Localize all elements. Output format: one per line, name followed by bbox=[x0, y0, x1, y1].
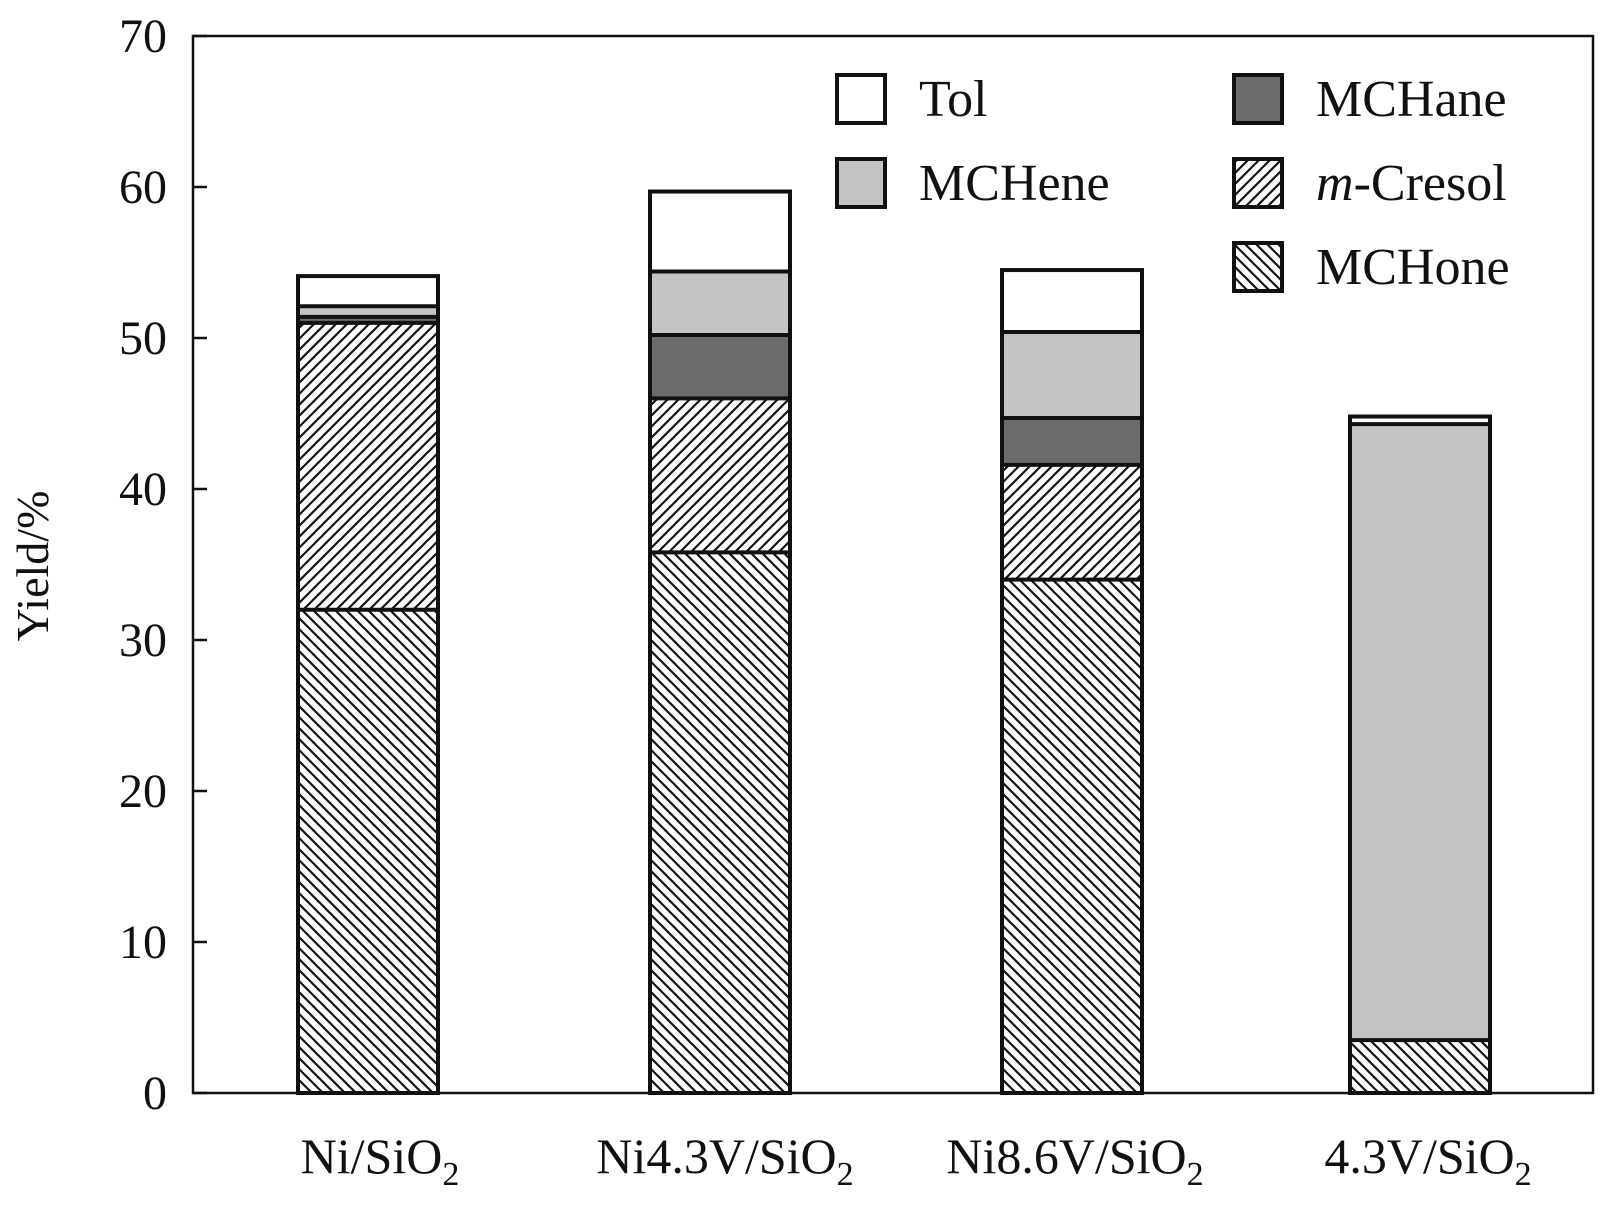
plot-area-frame bbox=[191, 34, 1595, 1095]
legend: Tol MCHane MCHene m-Cresol MCHone bbox=[835, 71, 1510, 296]
bars-layer bbox=[296, 189, 1492, 1095]
x-tick-label: Ni4.3V/SiO2 bbox=[596, 1128, 853, 1193]
y-tick-label: 60 bbox=[119, 161, 167, 214]
bar-segment-mchene bbox=[1002, 331, 1142, 419]
bar-stack bbox=[296, 274, 440, 1095]
bar-segment-tol bbox=[650, 191, 790, 272]
bar-outline bbox=[1000, 268, 1144, 1095]
y-tick-label: 0 bbox=[143, 1067, 167, 1120]
bar-segment-mchene bbox=[298, 306, 438, 317]
bar-stack bbox=[1000, 268, 1144, 1095]
legend-swatch bbox=[835, 157, 887, 209]
bar-segment-mchane bbox=[1002, 418, 1142, 465]
legend-item: MCHene bbox=[835, 155, 1110, 212]
bar-segment-tol bbox=[1350, 416, 1490, 425]
bar-segment-m-cresol bbox=[650, 398, 790, 553]
legend-label: m-Cresol bbox=[1316, 155, 1507, 212]
bar-segment-mchene bbox=[1350, 424, 1490, 1041]
bar-segment-mchone bbox=[1350, 1040, 1490, 1093]
bar-outline bbox=[1348, 414, 1492, 1095]
y-tick-label: 70 bbox=[119, 10, 167, 63]
y-tick-label: 40 bbox=[119, 463, 167, 516]
legend-item: MCHane bbox=[1232, 71, 1507, 128]
bar-stack bbox=[1348, 414, 1492, 1095]
bar-segment-tol bbox=[298, 276, 438, 307]
x-tick-label: Ni8.6V/SiO2 bbox=[946, 1128, 1203, 1193]
legend-label: MCHene bbox=[919, 155, 1110, 212]
bar-outline bbox=[296, 274, 440, 1095]
bar-outline bbox=[648, 189, 792, 1095]
bar-segment-m-cresol bbox=[1002, 464, 1142, 580]
bar-segment-mchone bbox=[650, 552, 790, 1093]
bar-stack bbox=[648, 189, 792, 1095]
legend-label: MCHone bbox=[1316, 239, 1510, 296]
bar-segment-tol bbox=[1002, 270, 1142, 332]
bar-segment-m-cresol bbox=[298, 322, 438, 610]
legend-swatch bbox=[1232, 157, 1284, 209]
y-axis: 0 10 20 30 40 50 60 70 bbox=[119, 10, 207, 1120]
x-tick-label: Ni/SiO2 bbox=[301, 1128, 460, 1193]
legend-item: MCHone bbox=[1232, 239, 1510, 296]
legend-swatch bbox=[1232, 241, 1284, 293]
legend-label: MCHane bbox=[1316, 71, 1507, 128]
x-tick-label: 4.3V/SiO2 bbox=[1324, 1128, 1531, 1193]
bar-segment-mchone bbox=[298, 609, 438, 1093]
legend-item: Tol bbox=[835, 71, 988, 128]
legend-item: m-Cresol bbox=[1232, 155, 1507, 212]
y-tick-label: 50 bbox=[119, 312, 167, 365]
legend-label: Tol bbox=[919, 71, 988, 128]
bar-segment-mchane bbox=[650, 334, 790, 399]
bar-segment-mchone bbox=[1002, 579, 1142, 1093]
y-tick-label: 20 bbox=[119, 765, 167, 818]
bar-segment-mchene bbox=[650, 271, 790, 335]
y-tick-label: 30 bbox=[119, 614, 167, 667]
legend-swatch bbox=[835, 73, 887, 125]
x-axis-labels: Ni/SiO2 Ni4.3V/SiO2 Ni8.6V/SiO2 4.3V/SiO2 bbox=[301, 1128, 1532, 1193]
bar-segment-mchane bbox=[298, 316, 438, 323]
y-tick-label: 10 bbox=[119, 916, 167, 969]
legend-swatch bbox=[1232, 73, 1284, 125]
y-axis-label: Yield/% bbox=[7, 491, 58, 642]
